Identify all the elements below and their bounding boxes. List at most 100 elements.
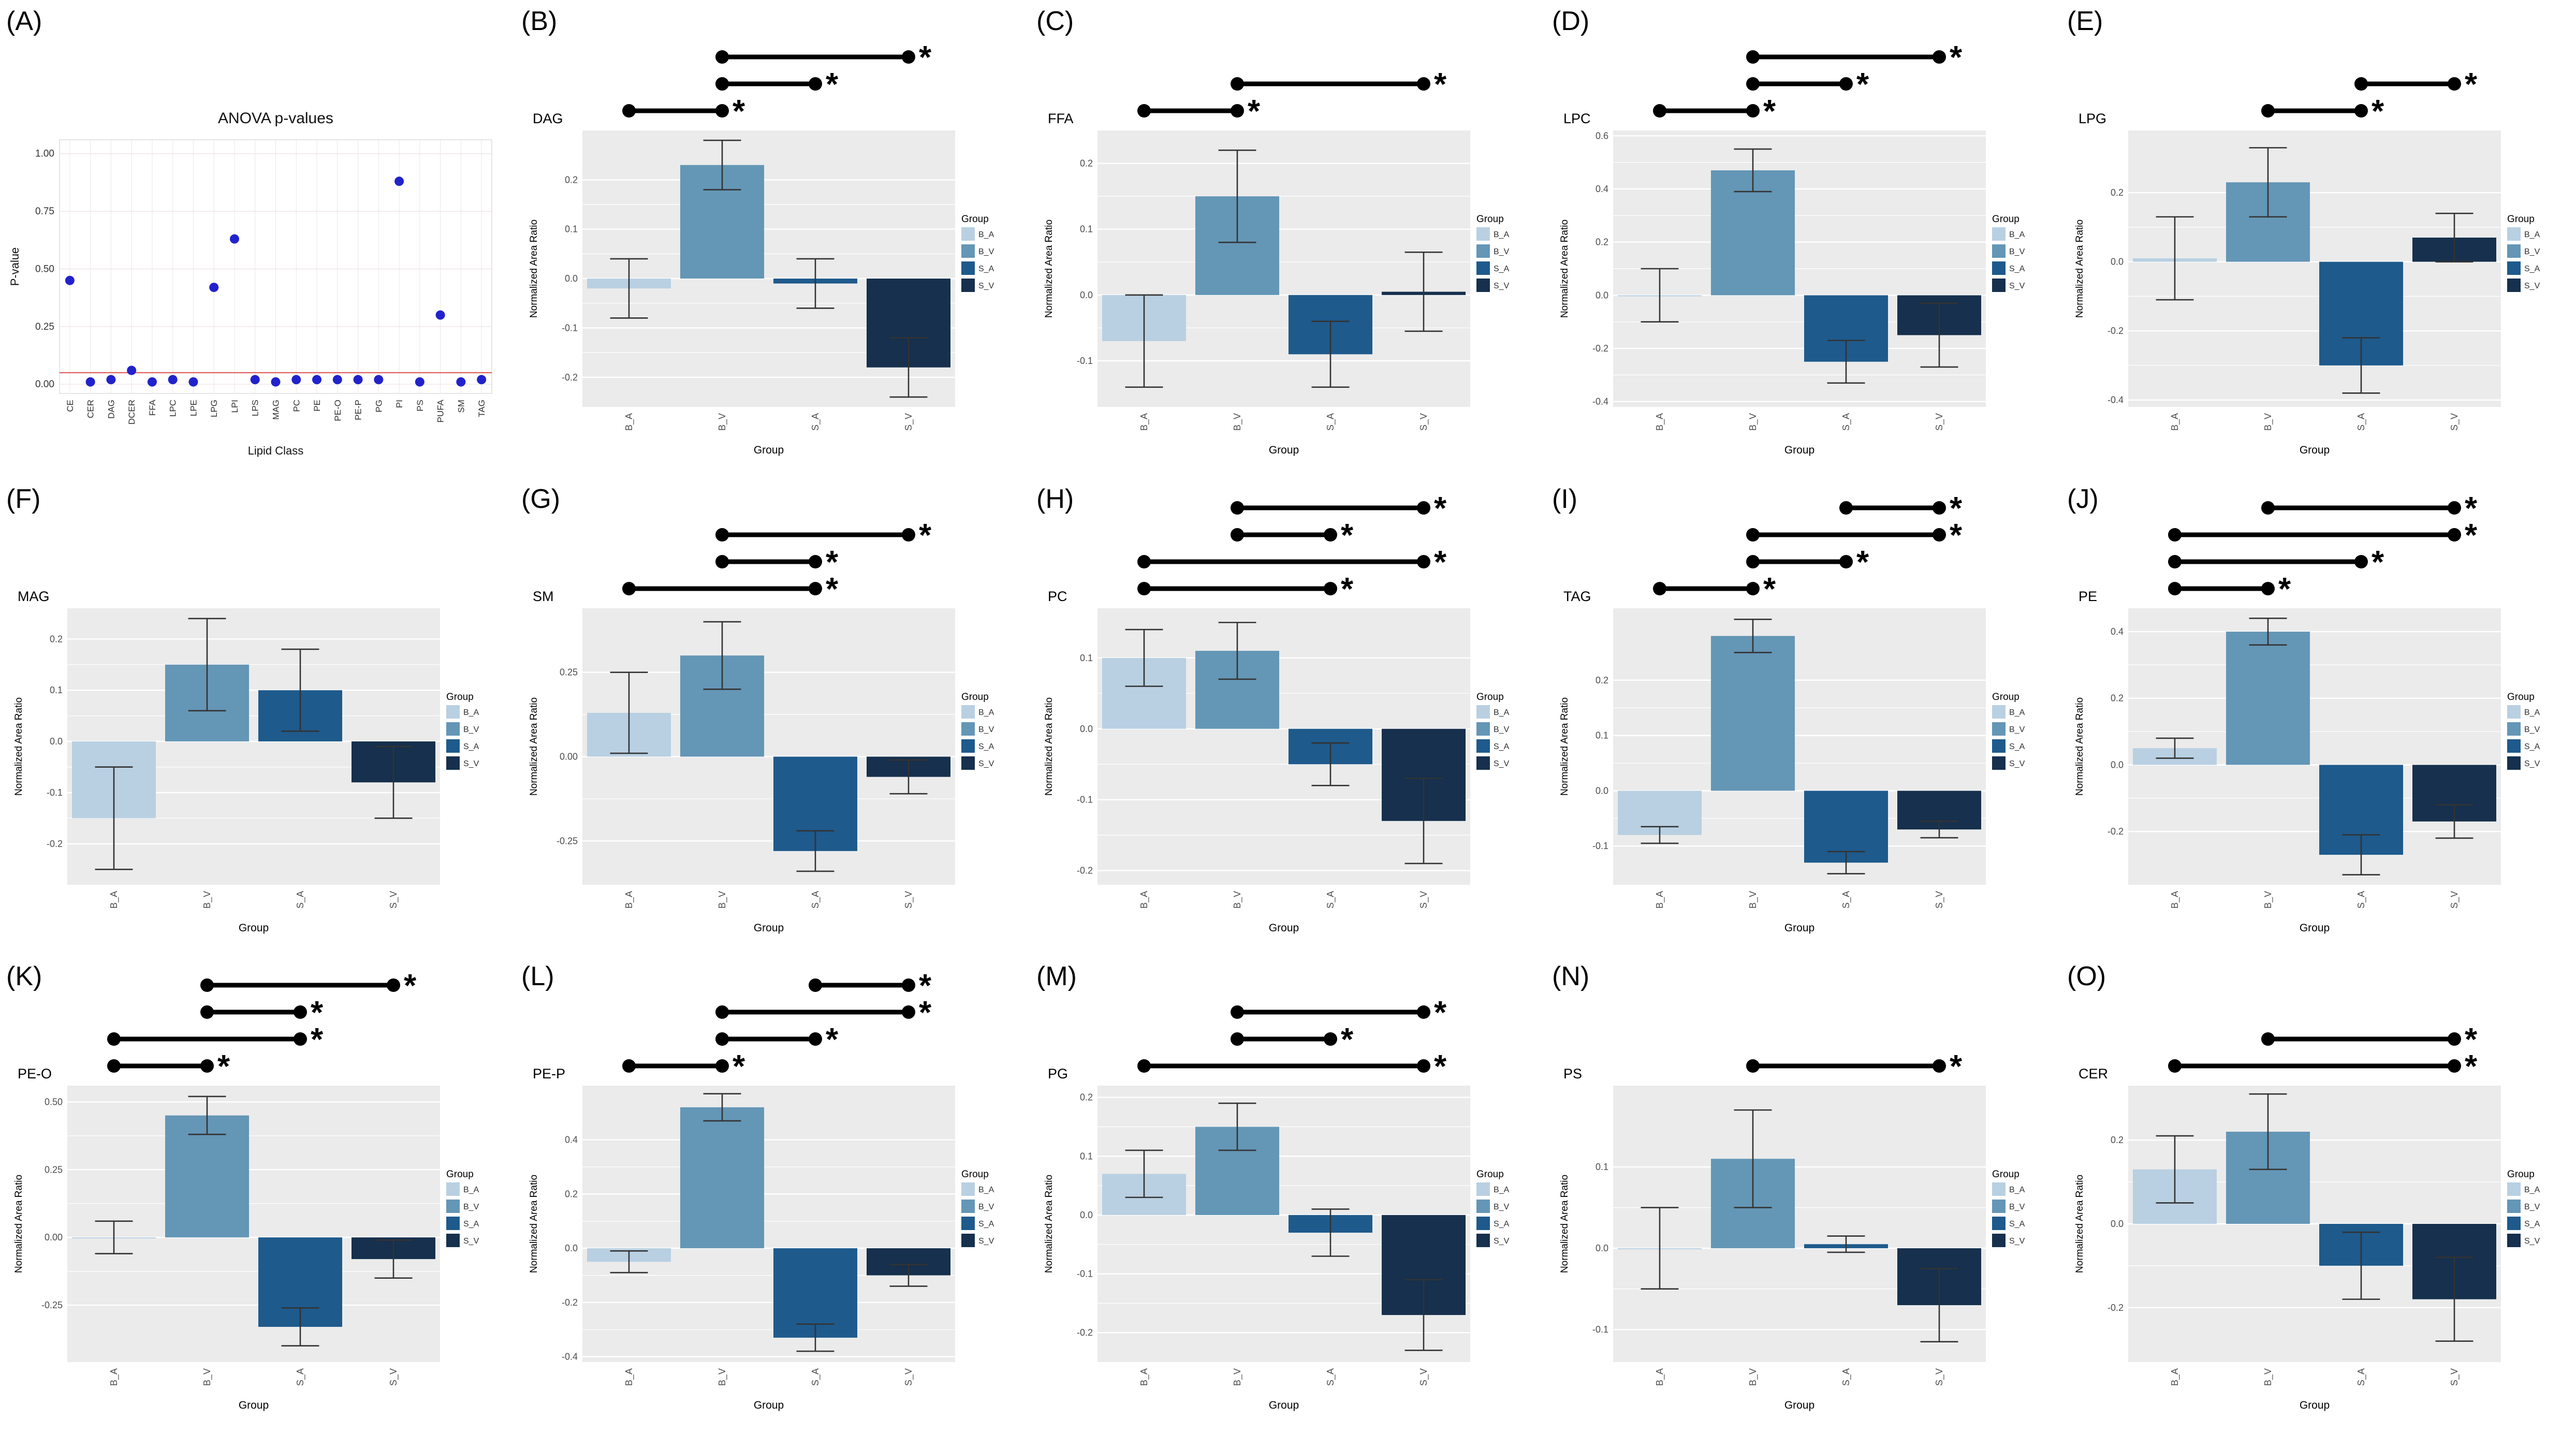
sig-endpoint-dot [1417,77,1431,91]
y-tick-label: -0.4 [562,1352,578,1362]
x-tick-label: S_A [295,891,306,909]
sig-endpoint-dot [1417,554,1431,568]
error-bar-S_V [1404,1279,1443,1351]
legend-swatch-B_A [1992,1182,2006,1196]
panel-letter: (G) [521,484,560,514]
sig-endpoint-dot [2354,554,2368,568]
sig-asterisk: * [1434,545,1447,580]
sig-asterisk: * [1434,491,1447,527]
error-bar-S_A [796,830,835,872]
chart-K: (K)PE-O-0.250.000.250.50B_A B_V S_A S_VGrou… [6,961,479,1411]
panel-letter: (D) [1552,6,1589,36]
data-point-PI [394,177,404,186]
x-tick-label: B_A [624,891,635,909]
y-tick-label: 0.2 [2111,1135,2124,1146]
legend-label: S_A [978,265,994,273]
sig-endpoint-dot [1746,554,1760,568]
sig-bracket: * [2168,1049,2478,1085]
x-tick-label: MAG [271,400,281,420]
sig-bracket: * [200,968,417,1004]
x-tick-label: S_V [388,1368,399,1386]
sig-asterisk: * [2465,1049,2478,1085]
sig-asterisk: * [1248,94,1261,129]
sig-endpoint-dot [200,1059,214,1073]
legend: Group B_A B_V S_A S_V [1992,1169,2025,1248]
y-tick-label: -0.1 [1077,356,1093,366]
sig-bracket: * [1231,518,1354,553]
error-bar-B_V [1218,149,1256,243]
panel-letter: (F) [6,484,40,514]
error-bar-S_V [1404,777,1443,864]
y-axis-title: Normalized Area Ratio [529,1175,539,1273]
legend-label: B_A [2524,1186,2540,1194]
x-tick-label: B_V [2263,413,2274,431]
legend-label: S_V [2524,759,2540,768]
y-tick-label: 0.4 [1596,184,1608,194]
legend-swatch-B_A [1992,705,2006,719]
x-tick-label: CER [86,400,96,418]
sig-endpoint-dot [387,978,400,992]
chart-title: PE-P [533,1066,565,1081]
legend-label: S_V [2524,1237,2540,1246]
error-bar-B_A [2156,216,2194,301]
legend-swatch-B_A [961,705,975,719]
legend-swatch-B_V [961,1200,975,1213]
legend-swatch-B_V [1476,722,1490,736]
panel-letter: (K) [6,961,42,991]
plot-area [582,1086,956,1363]
sig-endpoint-dot [1839,501,1853,515]
y-tick-label: -0.2 [1077,865,1093,875]
x-tick-label: B_V [202,891,213,909]
legend-label: S_V [463,1237,479,1246]
y-tick-label: 0.0 [1080,290,1093,300]
sig-asterisk: * [2465,1022,2478,1058]
y-tick-label: -0.2 [562,1297,578,1308]
y-tick-label: -0.2 [562,372,578,383]
y-tick-label: -0.4 [2107,395,2124,405]
sig-bracket: * [809,968,932,1004]
error-bar-B_A [1125,628,1163,687]
y-tick-label: -0.2 [2107,1303,2124,1313]
sig-endpoint-dot [1137,104,1151,118]
y-tick-label: 0.2 [2111,187,2124,198]
error-bar-S_A [281,1307,319,1347]
legend-label: S_V [978,282,994,290]
error-bar-S_V [1920,1268,1958,1343]
sig-endpoint-dot [1932,1059,1946,1073]
sig-bracket: * [2261,1022,2478,1058]
x-tick-label: B_A [2170,891,2180,909]
x-tick-label: S_A [2356,413,2367,431]
error-bar-B_V [703,621,741,690]
y-tick-label: -0.1 [1592,841,1608,851]
panel-letter: (H) [1036,484,1074,514]
legend-label: B_A [463,1186,479,1194]
y-tick-label: -0.25 [41,1300,63,1310]
legend-swatch-S_A [1476,1217,1490,1231]
error-bar-S_V [889,759,928,795]
x-axis-title: Group [1784,1399,1814,1411]
legend-swatch-B_V [446,1200,460,1213]
sig-bracket: * [107,1022,324,1058]
sig-endpoint-dot [1137,1059,1151,1073]
x-tick-label: PE-P [354,400,363,420]
x-tick-label: B_A [1139,413,1150,431]
legend-swatch-S_V [1992,1234,2006,1248]
x-tick-label: S_V [388,891,399,909]
chart-title: FFA [1048,111,1074,126]
x-tick-label: LPI [230,400,240,413]
sig-asterisk: * [1341,572,1354,607]
sig-asterisk: * [1856,545,1869,580]
legend-label: S_A [463,1220,479,1229]
y-tick-label: 0.25 [35,321,54,332]
sig-endpoint-dot [622,1059,636,1073]
error-bar-S_A [2342,1232,2380,1300]
sig-asterisk: * [2465,67,2478,103]
y-tick-label: 0.25 [45,1165,63,1175]
x-axis-title: Group [754,922,784,934]
sig-endpoint-dot [902,50,916,64]
legend-swatch-S_V [2507,756,2521,770]
sig-endpoint-dot [1231,501,1245,515]
panel-C-FFA: (C) FFA -0.1 0.0 0.1 0.2 B_A B_V S_A S_V Group Norm… [1030,0,1545,478]
data-point-CE [65,275,75,285]
